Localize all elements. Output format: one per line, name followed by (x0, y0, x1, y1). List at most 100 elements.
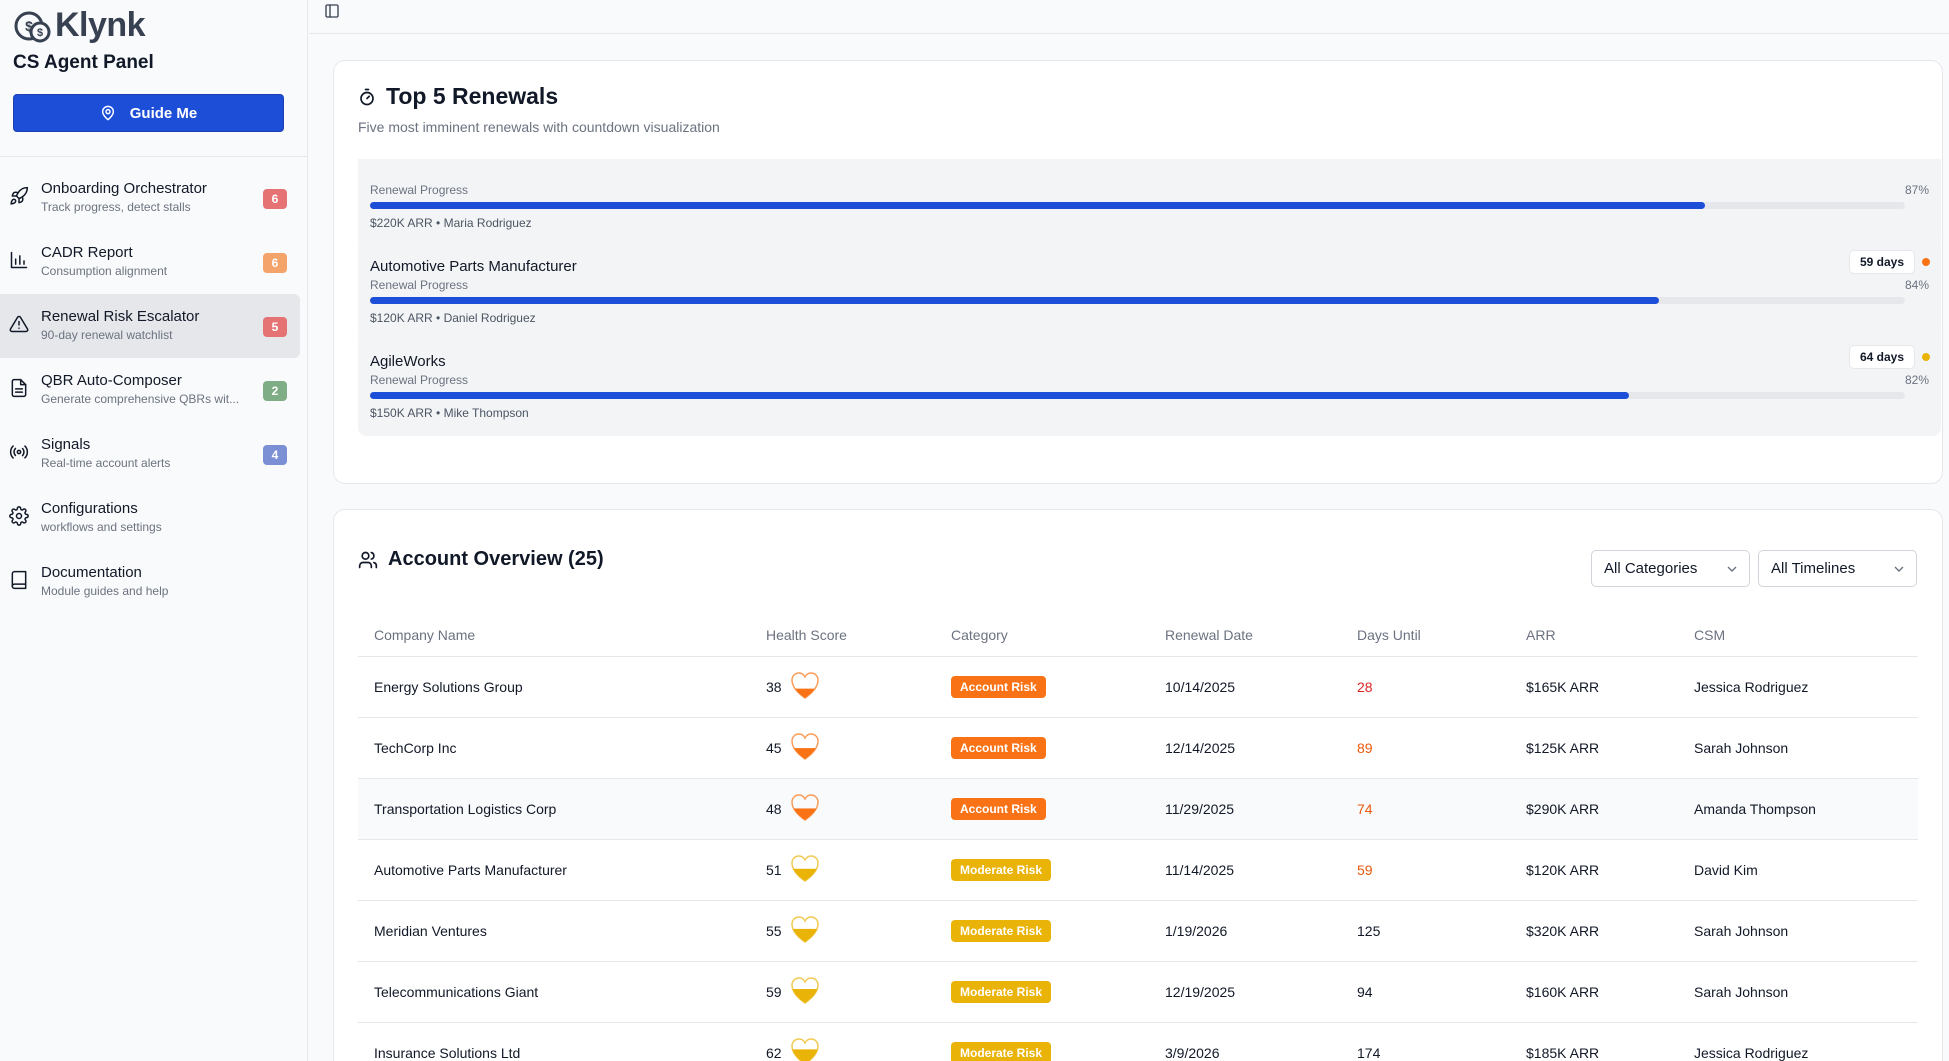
sidebar-item-count-badge: 6 (263, 253, 287, 273)
sidebar-item-onboarding-orchestrator[interactable]: Onboarding Orchestrator Track progress, d… (0, 166, 308, 230)
health-score-value: 51 (766, 862, 782, 878)
table-row[interactable]: TechCorp Inc 45 Account Risk 12/14/2025 89 $1… (358, 718, 1918, 779)
renewal-progress-fill (370, 202, 1706, 209)
health-heart-icon (791, 1038, 819, 1061)
chevron-down-icon (1894, 566, 1904, 572)
account-overview-card: Account Overview (25) All Categories All… (333, 509, 1943, 1061)
renewal-date-cell: 11/14/2025 (1165, 862, 1235, 878)
top-renewals-heading: Top 5 Renewals (386, 83, 559, 109)
brand-logo[interactable]: $ $ Klynk (13, 6, 146, 45)
guide-me-button[interactable]: Guide Me (13, 94, 284, 132)
renewal-progress-label: Renewal Progress (370, 183, 469, 197)
renewal-status-dot (1922, 258, 1930, 266)
health-heart-icon (791, 916, 819, 943)
column-header-category[interactable]: Category (951, 627, 1008, 643)
column-header-days-until[interactable]: Days Until (1357, 627, 1421, 643)
category-filter-select[interactable]: All Categories (1591, 550, 1750, 587)
renewal-date-cell: 11/29/2025 (1165, 801, 1235, 817)
sidebar: $ $ Klynk CS Agent Panel Guide Me Onboar… (0, 0, 308, 1061)
column-header-company-name[interactable]: Company Name (374, 627, 476, 643)
table-row[interactable]: Automotive Parts Manufacturer 51 Moderate … (358, 840, 1918, 901)
book-icon (11, 570, 27, 590)
risk-category-badge: Moderate Risk (951, 859, 1052, 881)
risk-category-badge: Account Risk (951, 737, 1046, 759)
sidebar-item-subtitle: 90-day renewal watchlist (41, 328, 173, 342)
sidebar-item-label: Onboarding Orchestrator (41, 180, 207, 197)
sidebar-divider (0, 156, 308, 157)
account-overview-title: Account Overview (25) (358, 548, 604, 571)
table-row[interactable]: Energy Solutions Group 38 Account Risk 10/1… (358, 657, 1918, 718)
sidebar-toggle-icon[interactable] (324, 3, 340, 19)
company-name-cell: Transportation Logistics Corp (374, 801, 557, 817)
sidebar-item-text: Documentation Module guides and help (41, 564, 256, 598)
days-until-cell: 94 (1357, 984, 1373, 1000)
sidebar-item-label: QBR Auto-Composer (41, 372, 182, 389)
arr-cell: $290K ARR (1526, 801, 1600, 817)
rocket-icon (10, 186, 29, 205)
health-heart-icon (791, 794, 819, 821)
health-heart-icon (791, 733, 819, 760)
sidebar-item-documentation[interactable]: Documentation Module guides and help (0, 550, 308, 614)
sidebar-item-text: QBR Auto-Composer Generate comprehensive … (41, 372, 256, 406)
table-row[interactable]: Telecommunications Giant 59 Moderate Risk 1… (358, 962, 1918, 1023)
renewal-item[interactable]: Automotive Parts Manufacturer 59 days Rene… (358, 236, 1941, 341)
health-score-value: 55 (766, 923, 782, 939)
sidebar-item-subtitle: Module guides and help (41, 584, 169, 598)
company-name-cell: Energy Solutions Group (374, 679, 523, 695)
sidebar-item-subtitle: workflows and settings (41, 520, 162, 534)
sidebar-item-count-badge: 5 (263, 317, 287, 337)
radio-signal-icon (9, 445, 29, 459)
chevron-down-icon (1727, 566, 1737, 572)
arr-cell: $125K ARR (1526, 740, 1600, 756)
renewal-progress-fill (370, 297, 1660, 304)
renewal-days-badge: 59 days (1848, 250, 1915, 274)
sidebar-item-signals[interactable]: Signals Real-time account alerts 4 (0, 422, 308, 486)
renewal-item[interactable]: Renewal Progress 87% $220K ARR • Maria Rod… (358, 159, 1941, 246)
top-renewals-card: Top 5 Renewals Five most imminent renewa… (333, 60, 1943, 484)
sidebar-item-subtitle: Real-time account alerts (41, 456, 171, 470)
renewal-arr-owner: $150K ARR • Mike Thompson (370, 406, 529, 420)
renewal-status-dot (1922, 353, 1930, 361)
column-header-renewal-date[interactable]: Renewal Date (1165, 627, 1253, 643)
days-until-cell: 89 (1357, 740, 1373, 756)
csm-cell: Jessica Rodriguez (1694, 1045, 1809, 1061)
csm-cell: Sarah Johnson (1694, 740, 1789, 756)
column-header-csm[interactable]: CSM (1694, 627, 1726, 643)
table-row[interactable]: Transportation Logistics Corp 48 Account R… (358, 779, 1918, 840)
renewal-progress-percent: 84% (1904, 278, 1929, 292)
sidebar-item-text: Configurations workflows and settings (41, 500, 256, 534)
table-body: Energy Solutions Group 38 Account Risk 10/1… (358, 657, 1918, 1061)
renewal-progress-fill (370, 392, 1629, 399)
sidebar-item-configurations[interactable]: Configurations workflows and settings (0, 486, 308, 550)
days-until-cell: 28 (1357, 679, 1373, 695)
sidebar-item-count-badge: 2 (263, 381, 287, 401)
users-icon (358, 551, 378, 568)
table-row[interactable]: Meridian Ventures 55 Moderate Risk 1/19/202… (358, 901, 1918, 962)
sidebar-item-label: Signals (41, 436, 91, 453)
renewal-date-cell: 12/14/2025 (1165, 740, 1236, 756)
svg-text:$: $ (37, 27, 43, 39)
sidebar-item-renewal-risk-escalator[interactable]: Renewal Risk Escalator 90-day renewal wat… (0, 294, 300, 358)
renewal-list[interactable]: Renewal Progress 87% $220K ARR • Maria Rod… (358, 159, 1941, 469)
risk-category-badge: Moderate Risk (951, 920, 1052, 942)
sidebar-item-cadr-report[interactable]: CADR Report Consumption alignment 6 (0, 230, 308, 294)
main-content: Top 5 Renewals Five most imminent renewa… (309, 35, 1949, 1061)
renewal-item[interactable]: AgileWorks 64 days Renewal Progress 82% $150… (358, 331, 1941, 436)
timeline-filter-select[interactable]: All Timelines (1758, 550, 1917, 587)
category-filter-value: All Categories (1604, 560, 1698, 577)
renewal-date-cell: 10/14/2025 (1165, 679, 1236, 695)
sidebar-item-qbr-auto-composer[interactable]: QBR Auto-Composer Generate comprehensive … (0, 358, 308, 422)
coins-icon: $ $ (14, 11, 51, 42)
column-header-health-score[interactable]: Health Score (766, 627, 847, 643)
renewal-days-badge: 64 days (1848, 345, 1915, 369)
table-row[interactable]: Insurance Solutions Ltd 62 Moderate Risk 3/… (358, 1023, 1918, 1061)
renewal-progress-track (370, 392, 1905, 399)
health-score-value: 62 (766, 1045, 782, 1061)
renewal-company-name: Automotive Parts Manufacturer (370, 258, 577, 275)
risk-category-badge: Account Risk (951, 798, 1046, 820)
column-header-arr[interactable]: ARR (1526, 627, 1556, 643)
sidebar-item-subtitle: Track progress, detect stalls (41, 200, 191, 214)
topbar (309, 0, 1949, 34)
gear-icon (9, 506, 29, 526)
health-score-value: 59 (766, 984, 782, 1000)
